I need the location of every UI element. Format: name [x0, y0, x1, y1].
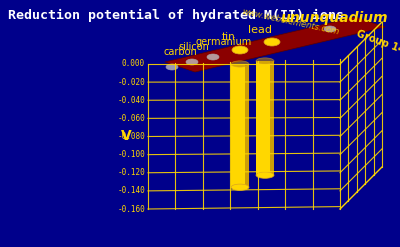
Ellipse shape — [264, 38, 280, 46]
Text: carbon: carbon — [163, 47, 197, 57]
Ellipse shape — [207, 54, 219, 60]
Text: Reduction potential of hydrated M(II) ions: Reduction potential of hydrated M(II) io… — [8, 9, 344, 22]
Polygon shape — [165, 17, 385, 72]
Text: -0.140: -0.140 — [117, 186, 145, 195]
Text: germanium: germanium — [196, 37, 252, 47]
Bar — [256, 61, 274, 175]
Text: www.webelements.com: www.webelements.com — [240, 7, 340, 37]
Text: 0.000: 0.000 — [122, 60, 145, 68]
Text: -0.080: -0.080 — [117, 132, 145, 141]
Ellipse shape — [231, 184, 249, 190]
Ellipse shape — [256, 172, 274, 178]
Text: -0.100: -0.100 — [117, 150, 145, 159]
Text: silicon: silicon — [178, 42, 209, 52]
Ellipse shape — [232, 46, 248, 54]
Text: -0.160: -0.160 — [117, 205, 145, 213]
Bar — [244, 64, 249, 187]
Bar — [231, 64, 249, 187]
Bar — [270, 61, 274, 175]
Text: ununquadium: ununquadium — [280, 11, 388, 25]
Text: Group 14: Group 14 — [355, 29, 400, 55]
Ellipse shape — [256, 58, 274, 64]
Text: V: V — [121, 129, 131, 144]
Text: -0.020: -0.020 — [117, 78, 145, 87]
Ellipse shape — [324, 26, 336, 32]
Ellipse shape — [231, 61, 249, 67]
Ellipse shape — [166, 64, 178, 70]
Text: lead: lead — [248, 25, 272, 35]
Text: -0.120: -0.120 — [117, 168, 145, 177]
Text: -0.060: -0.060 — [117, 114, 145, 123]
Text: tin: tin — [222, 32, 236, 42]
Ellipse shape — [186, 59, 198, 65]
Text: -0.040: -0.040 — [117, 96, 145, 105]
